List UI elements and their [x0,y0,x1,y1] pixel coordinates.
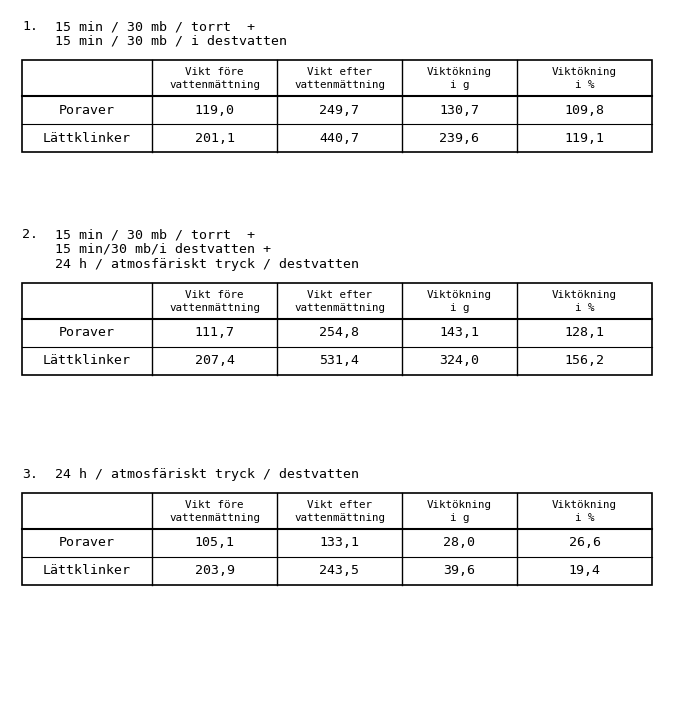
Text: Vikt före: Vikt före [185,500,244,510]
Text: 15 min / 30 mb / torrt  +: 15 min / 30 mb / torrt + [55,228,255,241]
Text: Viktökning: Viktökning [427,67,492,77]
Text: 130,7: 130,7 [439,103,479,116]
Text: i g: i g [450,80,469,90]
Bar [22,493,652,585]
Text: 19,4: 19,4 [568,564,601,577]
Text: 26,6: 26,6 [568,536,601,549]
Text: Viktökning: Viktökning [552,500,617,510]
Bar [22,283,652,375]
Text: 109,8: 109,8 [564,103,605,116]
Text: 201,1: 201,1 [194,131,234,145]
Text: i %: i % [574,303,594,313]
Text: Vikt efter: Vikt efter [307,290,372,300]
Text: 243,5: 243,5 [319,564,360,577]
Text: Poraver: Poraver [59,103,115,116]
Text: 133,1: 133,1 [319,536,360,549]
Text: vattenmättning: vattenmättning [294,303,385,313]
Text: Lättklinker: Lättklinker [43,354,131,368]
Text: vattenmättning: vattenmättning [294,513,385,523]
Text: 207,4: 207,4 [194,354,234,368]
Text: 128,1: 128,1 [564,326,605,340]
Text: 239,6: 239,6 [439,131,479,145]
Text: 203,9: 203,9 [194,564,234,577]
Text: vattenmättning: vattenmättning [169,513,260,523]
Text: 2.: 2. [22,228,38,241]
Text: Viktökning: Viktökning [427,500,492,510]
Text: 531,4: 531,4 [319,354,360,368]
Text: 15 min / 30 mb / torrt  +: 15 min / 30 mb / torrt + [55,20,255,33]
Text: 119,1: 119,1 [564,131,605,145]
Text: Vikt efter: Vikt efter [307,500,372,510]
Text: 156,2: 156,2 [564,354,605,368]
Text: i %: i % [574,513,594,523]
Text: vattenmättning: vattenmättning [294,80,385,90]
Text: 440,7: 440,7 [319,131,360,145]
Text: 111,7: 111,7 [194,326,234,340]
Text: 254,8: 254,8 [319,326,360,340]
Text: i g: i g [450,303,469,313]
Text: 39,6: 39,6 [443,564,475,577]
Text: Viktökning: Viktökning [552,67,617,77]
Text: 15 min/30 mb/i destvatten +: 15 min/30 mb/i destvatten + [55,243,271,256]
Text: Vikt före: Vikt före [185,67,244,77]
Text: 105,1: 105,1 [194,536,234,549]
Text: Lättklinker: Lättklinker [43,131,131,145]
Text: 3.: 3. [22,468,38,481]
Text: Vikt före: Vikt före [185,290,244,300]
Text: Vikt efter: Vikt efter [307,67,372,77]
Text: 24 h / atmosfäriskt tryck / destvatten: 24 h / atmosfäriskt tryck / destvatten [55,468,359,481]
Text: vattenmättning: vattenmättning [169,80,260,90]
Text: 324,0: 324,0 [439,354,479,368]
Text: 119,0: 119,0 [194,103,234,116]
Text: 143,1: 143,1 [439,326,479,340]
Text: 24 h / atmosfäriskt tryck / destvatten: 24 h / atmosfäriskt tryck / destvatten [55,258,359,271]
Text: 1.: 1. [22,20,38,33]
Text: i g: i g [450,513,469,523]
Text: Poraver: Poraver [59,536,115,549]
Text: Lättklinker: Lättklinker [43,564,131,577]
Text: Poraver: Poraver [59,326,115,340]
Text: vattenmättning: vattenmättning [169,303,260,313]
Text: Viktökning: Viktökning [552,290,617,300]
Text: 28,0: 28,0 [443,536,475,549]
Bar [22,60,652,152]
Text: i %: i % [574,80,594,90]
Text: Viktökning: Viktökning [427,290,492,300]
Text: 15 min / 30 mb / i destvatten: 15 min / 30 mb / i destvatten [55,35,287,48]
Text: 249,7: 249,7 [319,103,360,116]
